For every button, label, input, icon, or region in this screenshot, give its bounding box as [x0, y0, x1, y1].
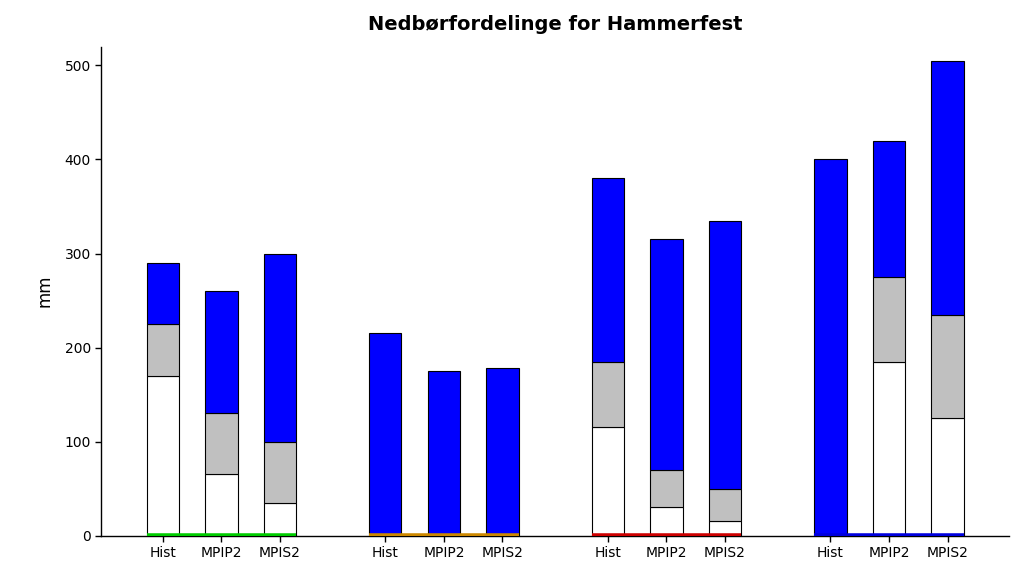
Bar — [709, 489, 741, 522]
Bar — [650, 470, 683, 507]
Bar — [932, 315, 964, 418]
Bar — [146, 375, 179, 535]
Bar — [872, 277, 905, 362]
Bar — [592, 427, 624, 535]
Bar — [592, 362, 624, 427]
Title: Nedbørfordelinge for Hammerfest: Nedbørfordelinge for Hammerfest — [368, 15, 742, 34]
Bar — [264, 254, 296, 442]
Bar — [872, 362, 905, 535]
Bar — [486, 368, 518, 535]
Bar — [709, 221, 741, 489]
Bar — [428, 371, 460, 535]
Bar — [206, 474, 238, 535]
Bar — [932, 418, 964, 535]
Bar — [264, 503, 296, 535]
Bar — [872, 141, 905, 277]
Bar — [264, 442, 296, 503]
Bar — [709, 522, 741, 535]
Bar — [592, 178, 624, 362]
Bar — [206, 413, 238, 474]
Bar — [650, 239, 683, 470]
Bar — [206, 291, 238, 413]
Bar — [146, 324, 179, 375]
Bar — [814, 159, 847, 535]
Bar — [370, 334, 401, 535]
Bar — [650, 507, 683, 535]
Y-axis label: mm: mm — [36, 275, 53, 308]
Bar — [146, 263, 179, 324]
Bar — [932, 61, 964, 315]
